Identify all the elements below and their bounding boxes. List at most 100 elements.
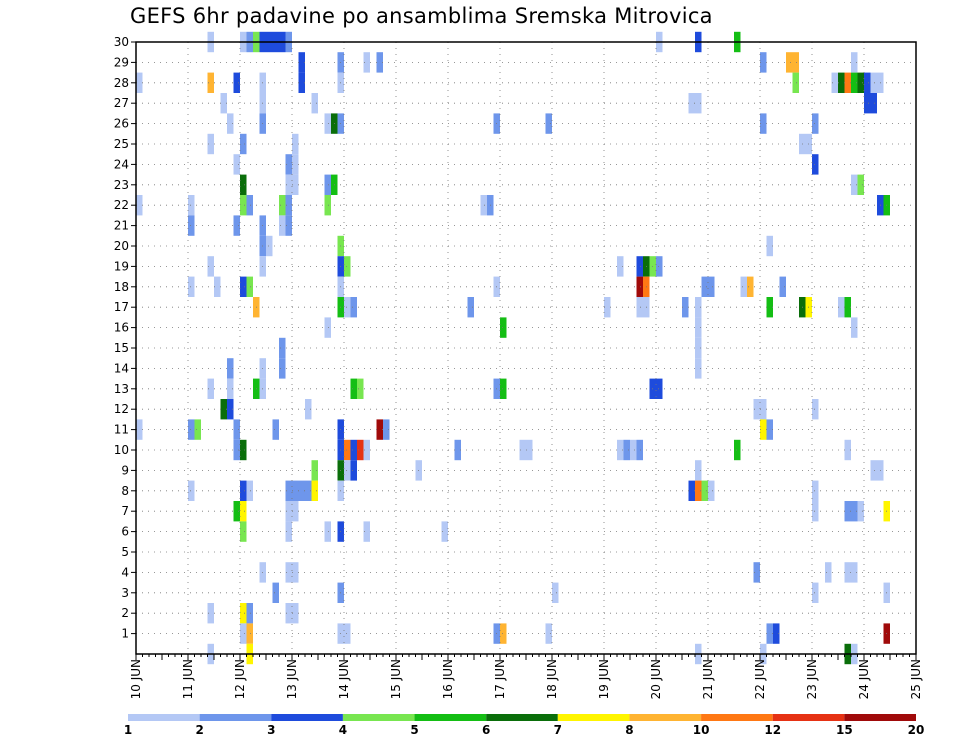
heatmap-cell (188, 276, 195, 297)
heatmap-cell (311, 460, 318, 481)
y-tick-label: 28 (114, 76, 129, 90)
heatmap-cell (324, 174, 331, 195)
heatmap-cell (285, 603, 292, 624)
heatmap-cell (708, 276, 715, 297)
x-tick-label: 16 JUN (441, 659, 455, 699)
colorbar-swatch (199, 714, 272, 721)
heatmap-cell (298, 72, 305, 93)
heatmap-cell (136, 419, 143, 440)
x-tick-label: 20 JUN (649, 659, 663, 699)
y-tick-label: 12 (114, 402, 129, 416)
heatmap-cell (383, 419, 390, 440)
heatmap-cell (825, 562, 832, 583)
y-tick-label: 30 (114, 35, 129, 49)
y-tick-label: 3 (121, 586, 129, 600)
heatmap-cell (207, 133, 214, 155)
heatmap-cell (773, 623, 780, 644)
heatmap-cell (344, 623, 351, 644)
heatmap-cell (688, 93, 695, 114)
heatmap-cell (240, 623, 247, 644)
heatmap-cell (233, 419, 240, 440)
heatmap-cell (188, 215, 195, 236)
x-tick-label: 23 JUN (805, 659, 819, 699)
heatmap-cell (695, 480, 702, 501)
heatmap-cell (233, 72, 240, 93)
chart-title: GEFS 6hr padavine po ansamblima Sremska … (130, 4, 713, 28)
heatmap-cell (812, 113, 819, 134)
heatmap-cell (227, 358, 234, 379)
heatmap-cell (233, 154, 240, 175)
y-tick-label: 20 (114, 239, 129, 253)
heatmap-cell (292, 133, 299, 155)
heatmap-cell (552, 582, 559, 603)
heatmap-cell (792, 72, 799, 93)
x-axis: 10 JUN 11 JUN 12 JUN 13 JUN 14 JUN 15 JUN 16 J… (129, 654, 923, 699)
heatmap-cell (305, 480, 312, 501)
heatmap-cell (285, 562, 292, 583)
heatmap-cell (864, 72, 871, 93)
heatmap-cell (188, 419, 195, 440)
heatmap-cell (246, 195, 253, 216)
heatmap-cell (870, 93, 877, 114)
heatmap-cell (311, 93, 318, 114)
heatmap-cell (734, 439, 741, 461)
y-tick-label: 2 (121, 606, 129, 620)
heatmap-cell (760, 52, 767, 73)
x-tick-label: 24 JUN (857, 659, 871, 699)
heatmap-cell (831, 72, 838, 93)
heatmap-cell (812, 582, 819, 603)
heatmap-cell (363, 52, 370, 73)
heatmap-cell (480, 195, 487, 216)
heatmap-cell (753, 399, 760, 420)
heatmap-cell (500, 317, 507, 338)
heatmap-cell (285, 501, 292, 522)
heatmap-cell (844, 72, 851, 93)
heatmap-cell (214, 276, 221, 297)
colorbar-label: 8 (625, 723, 633, 737)
colorbar-label: 2 (195, 723, 203, 737)
heatmap-cell (298, 480, 305, 501)
heatmap-cell (441, 521, 448, 542)
y-tick-label: 14 (114, 361, 129, 375)
x-tick-label: 15 JUN (389, 659, 403, 699)
heatmap-cell (279, 358, 286, 379)
x-tick-label: 19 JUN (597, 659, 611, 699)
colorbar-label: 7 (554, 723, 562, 737)
colorbar-label: 1 (124, 723, 132, 737)
heatmap-cell (246, 603, 253, 624)
heatmap-cell (279, 337, 286, 359)
heatmap-cell (760, 113, 767, 134)
heatmap-cell (285, 215, 292, 236)
heatmap-cell (363, 521, 370, 542)
heatmap-cell (136, 72, 143, 93)
heatmap-cell (285, 174, 292, 195)
x-tick-label: 11 JUN (181, 659, 195, 699)
heatmap-cell (688, 480, 695, 501)
x-tick-label: 21 JUN (701, 659, 715, 699)
y-tick-label: 6 (121, 525, 129, 539)
heatmap-cell (766, 235, 773, 257)
x-tick-label: 17 JUN (493, 659, 507, 699)
heatmap-cell (851, 317, 858, 338)
heatmap-cell (240, 195, 247, 216)
heatmap-cell (220, 399, 227, 420)
heatmap-cell (266, 235, 273, 257)
heatmap-cell (760, 399, 767, 420)
heatmap-cell (272, 419, 279, 440)
heatmap-cell (740, 276, 747, 297)
heatmap-cell (779, 276, 786, 297)
heatmap-cell (454, 439, 461, 461)
y-tick-label: 23 (114, 178, 129, 192)
heatmap-cell (844, 501, 851, 522)
heatmap-cell (240, 603, 247, 624)
heatmap-cell (246, 623, 253, 644)
heatmap-cell (695, 297, 702, 318)
heatmap-cell (851, 501, 858, 522)
heatmap-cell (240, 480, 247, 501)
heatmap-cell (350, 460, 357, 481)
colorbar-swatch (557, 714, 630, 721)
colorbar-swatch (342, 714, 415, 721)
colorbar-label: 15 (836, 723, 853, 737)
heatmap-cell (695, 460, 702, 481)
colorbar-swatch (629, 714, 702, 721)
